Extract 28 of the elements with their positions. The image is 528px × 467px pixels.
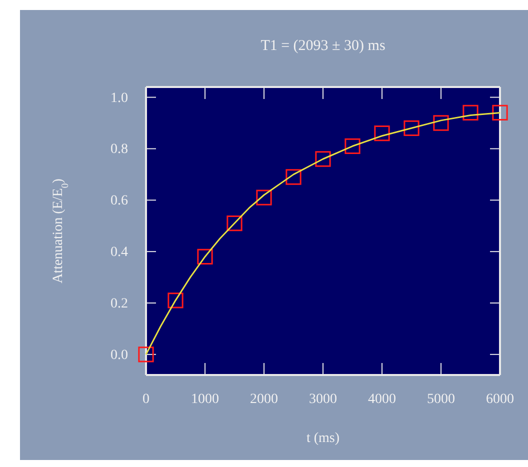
chart-title: T1 = (2093 ± 30) ms bbox=[260, 38, 386, 54]
point bbox=[404, 120, 420, 136]
y-tick-label: 0.2 bbox=[110, 296, 128, 312]
point bbox=[226, 215, 242, 232]
point bbox=[315, 151, 331, 167]
x-tick-label: 6000 bbox=[486, 392, 514, 407]
point bbox=[197, 248, 213, 265]
x-tick-label: 2000 bbox=[250, 392, 278, 407]
point bbox=[492, 104, 508, 121]
point bbox=[256, 190, 272, 206]
point bbox=[344, 138, 360, 154]
point bbox=[374, 125, 390, 142]
x-tick-label: 0 bbox=[142, 392, 150, 407]
x-axis-title: t (ms) bbox=[306, 431, 340, 446]
point bbox=[168, 292, 184, 308]
x-tick-label: 3000 bbox=[309, 392, 337, 407]
point bbox=[433, 115, 449, 131]
x-tick-label: 1000 bbox=[191, 392, 219, 407]
y-tick-label: 0.4 bbox=[110, 245, 128, 260]
point bbox=[138, 346, 154, 362]
point bbox=[286, 169, 302, 185]
y-tick-label: 0.6 bbox=[110, 194, 128, 209]
point bbox=[462, 104, 478, 121]
x-tick-label: 5000 bbox=[427, 392, 455, 407]
x-tick-label: 4000 bbox=[368, 392, 396, 407]
y-tick-label: 1.0 bbox=[110, 90, 128, 106]
y-tick-label: 0.8 bbox=[110, 142, 128, 158]
y-tick-label: 0.0 bbox=[110, 348, 128, 363]
